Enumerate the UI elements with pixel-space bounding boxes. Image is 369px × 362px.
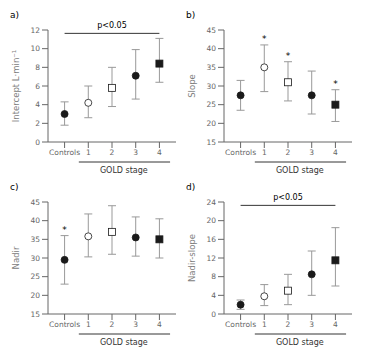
svg-text:4: 4 [35,100,40,109]
svg-text:40: 40 [30,216,40,225]
svg-text:6: 6 [35,82,40,91]
svg-text:30: 30 [206,82,216,91]
svg-text:8: 8 [211,272,216,281]
svg-text:GOLD stage: GOLD stage [276,166,324,175]
svg-text:Controls: Controls [225,320,256,329]
svg-text:0: 0 [35,138,40,147]
svg-text:2: 2 [110,320,115,329]
svg-text:0: 0 [211,310,216,319]
svg-text:15: 15 [206,138,216,147]
svg-text:4: 4 [333,148,338,157]
svg-text:Controls: Controls [49,148,80,157]
svg-text:15: 15 [30,310,40,319]
svg-text:Slope: Slope [187,74,197,98]
svg-text:40: 40 [206,44,216,53]
svg-text:1: 1 [262,148,267,157]
svg-text:16: 16 [206,235,216,244]
html-text:a): a) [10,10,19,20]
svg-text:*: * [286,51,291,61]
svg-text:4: 4 [157,148,162,157]
svg-text:4: 4 [333,320,338,329]
html-text:d): d) [186,182,196,192]
svg-text:p<0.05: p<0.05 [273,193,303,202]
svg-text:Nadir-slope: Nadir-slope [187,234,197,282]
svg-text:*: * [262,34,267,44]
svg-text:3: 3 [309,148,314,157]
html-text:c): c) [10,182,19,192]
svg-text:12: 12 [206,254,216,263]
svg-text:3: 3 [133,148,138,157]
svg-text:p<0.05: p<0.05 [97,21,127,30]
svg-text:2: 2 [35,119,40,128]
svg-text:GOLD stage: GOLD stage [100,338,148,347]
svg-text:2: 2 [286,320,291,329]
svg-text:2: 2 [110,148,115,157]
svg-text:45: 45 [206,26,216,35]
svg-text:35: 35 [30,235,40,244]
svg-text:20: 20 [206,119,216,128]
svg-text:*: * [333,79,338,89]
svg-text:*: * [62,225,67,235]
svg-text:2: 2 [286,148,291,157]
svg-text:45: 45 [30,198,40,207]
svg-text:25: 25 [206,100,216,109]
svg-text:GOLD stage: GOLD stage [100,166,148,175]
svg-text:1: 1 [86,320,91,329]
svg-text:Controls: Controls [225,148,256,157]
svg-text:Nadir: Nadir [11,246,21,269]
svg-text:20: 20 [30,291,40,300]
svg-text:8: 8 [35,63,40,72]
svg-text:Controls: Controls [49,320,80,329]
svg-text:Intercept L·min⁻¹: Intercept L·min⁻¹ [11,50,21,122]
svg-text:GOLD stage: GOLD stage [276,338,324,347]
svg-text:1: 1 [86,148,91,157]
html-text:b): b) [186,10,196,20]
svg-text:30: 30 [30,254,40,263]
svg-text:1: 1 [262,320,267,329]
svg-text:25: 25 [30,272,40,281]
svg-text:4: 4 [157,320,162,329]
svg-text:24: 24 [206,198,216,207]
svg-text:4: 4 [211,291,216,300]
svg-text:3: 3 [309,320,314,329]
svg-text:12: 12 [30,26,40,35]
svg-text:20: 20 [206,216,216,225]
svg-text:10: 10 [30,44,40,53]
svg-text:3: 3 [133,320,138,329]
svg-text:35: 35 [206,63,216,72]
